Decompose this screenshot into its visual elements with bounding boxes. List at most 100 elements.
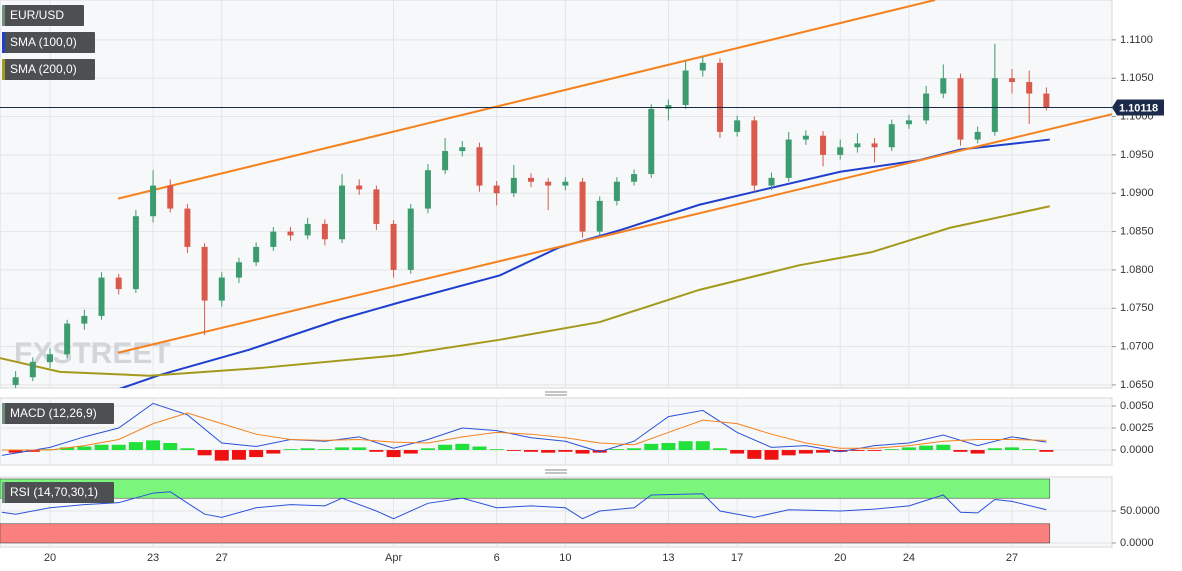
legend-swatch (2, 5, 5, 26)
histogram-bar (833, 450, 848, 452)
histogram-bar (25, 450, 40, 452)
legend: EUR/USD SMA (100,0) SMA (200,0) MACD (12,26… (2, 5, 114, 503)
x-tick-label: 24 (903, 552, 915, 564)
trend-line (117, 0, 936, 200)
x-tick-label: 20 (834, 552, 846, 564)
candle-body (132, 216, 139, 290)
histogram-bar (317, 449, 332, 451)
y-tick-label: 1.0700 (1120, 340, 1154, 352)
histogram-bar (730, 450, 745, 454)
histogram-bar (524, 450, 539, 452)
candle-body (81, 315, 88, 324)
x-tick-label: 27 (216, 552, 228, 564)
candle-body (253, 246, 260, 263)
candle-body (1043, 93, 1050, 108)
legend-box (2, 403, 114, 424)
candle-body (923, 93, 930, 121)
histogram-bar (506, 450, 521, 451)
histogram-bar (300, 448, 315, 451)
candle-body (991, 78, 998, 132)
y-tick-label: 1.0800 (1120, 264, 1154, 276)
candle-body (665, 105, 672, 109)
candle-body (339, 185, 346, 240)
legend-box (2, 32, 95, 53)
histogram-bar (919, 445, 934, 451)
histogram-bar (816, 450, 831, 453)
candle-body (528, 177, 535, 182)
legend-label: RSI (14,70,30,1) (10, 485, 98, 499)
histogram-bar (901, 447, 916, 451)
candle-body (12, 377, 19, 385)
candle-body (1026, 82, 1033, 94)
histogram-bar (884, 449, 899, 451)
candle-body (46, 354, 53, 362)
candle-body (562, 181, 569, 186)
candle-body (871, 143, 878, 148)
y-tick-label: 1.0750 (1120, 302, 1154, 314)
candle-body (682, 70, 689, 106)
histogram-bar (850, 450, 865, 451)
candle-body (579, 181, 586, 232)
candle-body (304, 223, 311, 236)
resize-handle[interactable] (545, 391, 567, 474)
candle-body (424, 170, 431, 209)
histogram-bar (472, 446, 487, 451)
y-tick-label: 1.0950 (1120, 149, 1154, 161)
histogram-bar (1005, 447, 1020, 451)
macd-plot (0, 398, 1112, 465)
histogram-bar (128, 442, 143, 451)
candle-body (493, 185, 500, 194)
x-tick-label: 13 (662, 552, 674, 564)
candle-body (476, 147, 483, 186)
legend-swatch (2, 59, 5, 80)
trend-line (117, 113, 1112, 354)
histogram-bar (661, 442, 676, 451)
rsi-band (0, 478, 1051, 499)
y-tick-label: 1.1050 (1120, 72, 1154, 84)
candle-body (29, 361, 36, 378)
histogram-bar (94, 444, 109, 451)
y-tick-label: 0.0050 (1120, 400, 1154, 412)
histogram-bar (712, 448, 727, 451)
candle-body (373, 189, 380, 224)
histogram-bar (455, 443, 470, 451)
candle-body (184, 208, 191, 247)
last-price-label: 1.10118 (1119, 102, 1158, 114)
candle-body (407, 208, 414, 270)
histogram-bar (953, 450, 968, 452)
candle-body (1009, 78, 1016, 83)
candle-body (98, 277, 105, 316)
candle-body (596, 200, 603, 232)
histogram-bar (111, 444, 126, 451)
histogram-bar (335, 447, 350, 451)
candle-body (648, 108, 655, 175)
x-tick-label: 27 (1006, 552, 1018, 564)
histogram-bar (489, 449, 504, 451)
candle-body (235, 262, 242, 278)
candle-body (390, 223, 397, 270)
y-tick-label: 1.0650 (1120, 379, 1154, 391)
candle-body (115, 277, 122, 290)
candle-body (510, 177, 517, 194)
candle-body (442, 151, 449, 171)
histogram-bar (283, 449, 298, 451)
legend-box (2, 482, 114, 503)
candle-body (287, 231, 294, 236)
histogram-bar (1022, 449, 1037, 451)
rsi-band (0, 523, 1051, 544)
histogram-bar (1039, 450, 1054, 452)
histogram-bar (747, 450, 762, 459)
candle-body (854, 143, 861, 148)
histogram-bar (764, 450, 779, 460)
candle-body (820, 135, 827, 155)
candle-body (64, 323, 71, 355)
candle-body (888, 124, 895, 148)
candle-body (940, 78, 947, 94)
histogram-bar (146, 440, 161, 451)
candle-body (545, 181, 552, 186)
y-tick-label: 50.0000 (1120, 505, 1160, 517)
legend-label: EUR/USD (10, 8, 64, 22)
histogram-bar (197, 450, 212, 456)
legend-label: SMA (200,0) (10, 62, 77, 76)
histogram-bar (867, 450, 882, 451)
